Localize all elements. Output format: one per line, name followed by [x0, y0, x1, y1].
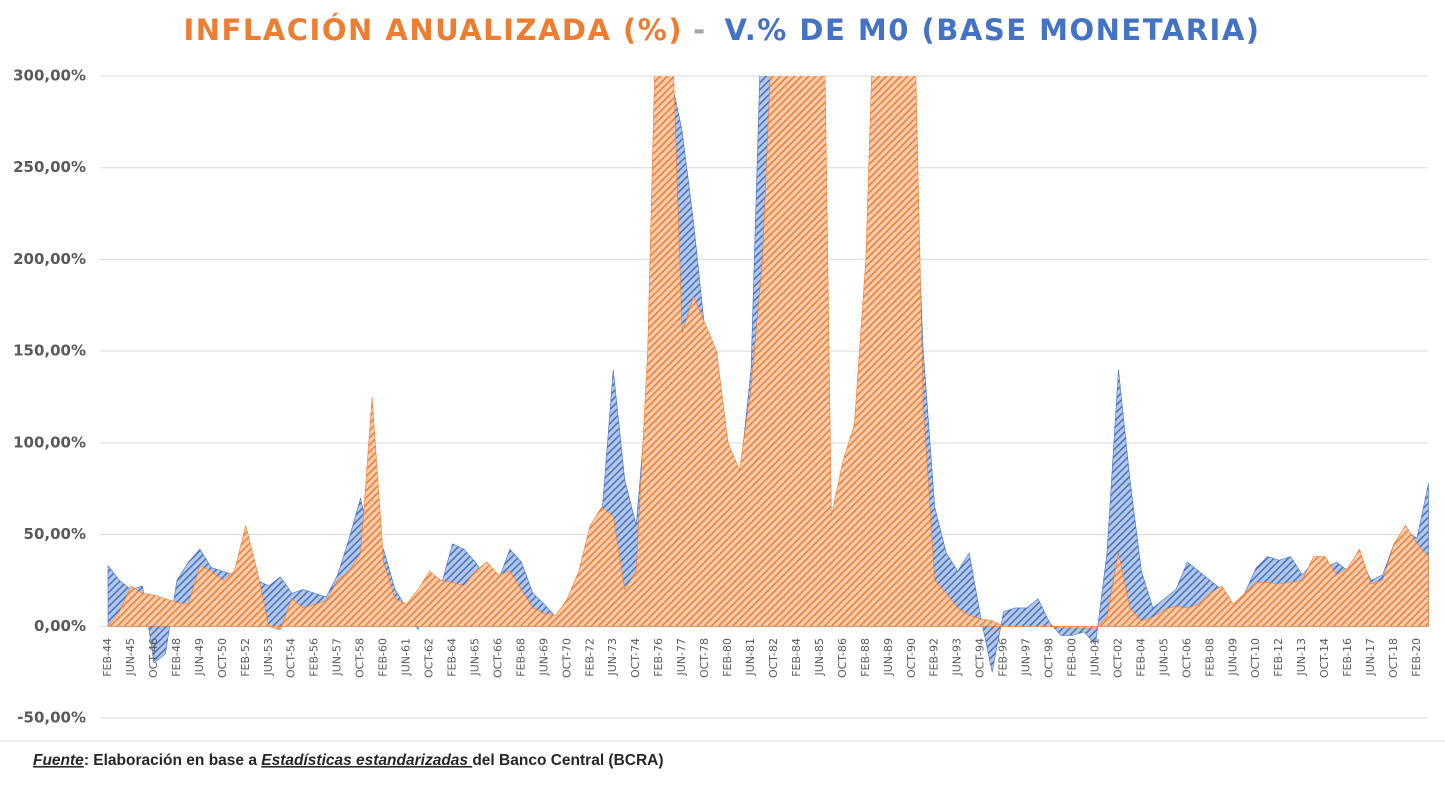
x-tick-label: FEB-96: [997, 638, 1010, 677]
title-part: V.% DE M0 (BASE MONETARIA): [725, 13, 1261, 47]
y-tick-label: 50,00%: [24, 525, 86, 543]
x-tick-label: FEB-72: [583, 638, 596, 677]
x-tick-label: JUN-65: [468, 638, 481, 677]
x-tick-label: JUN-77: [675, 638, 688, 677]
x-tick-label: FEB-88: [859, 638, 872, 677]
y-tick-label: 100,00%: [13, 433, 86, 451]
x-tick-label: OCT-66: [491, 638, 504, 678]
x-tick-label: JUN-69: [537, 638, 550, 677]
x-tick-label: FEB-84: [790, 638, 803, 677]
x-tick-label: OCT-94: [974, 638, 987, 678]
x-tick-label: FEB-56: [308, 638, 321, 677]
x-tick-label: OCT-86: [836, 638, 849, 678]
source-link: Estadísticas estandarizadas: [261, 752, 472, 769]
x-tick-label: JUN-09: [1226, 638, 1239, 677]
x-tick-label: OCT-18: [1387, 638, 1400, 678]
source-text: del Banco Central (BCRA): [472, 752, 663, 769]
x-tick-label: OCT-90: [905, 638, 918, 678]
source-text: : Elaboración en base a: [84, 752, 261, 769]
x-tick-label: FEB-44: [101, 638, 114, 677]
x-tick-label: FEB-76: [652, 638, 665, 677]
x-tick-label: OCT-74: [629, 638, 642, 678]
x-tick-label: JUN-57: [331, 638, 344, 677]
x-tick-label: JUN-45: [124, 638, 137, 677]
x-tick-label: OCT-62: [423, 638, 436, 678]
x-tick-label: JUN-13: [1295, 638, 1308, 677]
y-tick-label: 300,00%: [13, 67, 86, 85]
x-tick-label: JUN-73: [606, 638, 619, 677]
x-tick-label: OCT-02: [1111, 638, 1124, 678]
x-tick-label: JUN-81: [744, 638, 757, 677]
x-tick-label: JUN-05: [1157, 638, 1170, 677]
source-label: Fuente: [33, 752, 84, 769]
x-tick-label: FEB-20: [1410, 638, 1423, 677]
x-tick-label: FEB-12: [1272, 638, 1285, 677]
x-tick-label: JUN-17: [1364, 638, 1377, 677]
chart-title: INFLACIÓN ANUALIZADA (%) - V.% DE M0 (BASE…: [183, 13, 1260, 47]
x-tick-label: OCT-78: [698, 638, 711, 678]
x-tick-label: OCT-50: [216, 638, 229, 678]
y-tick-label: 250,00%: [13, 158, 86, 176]
x-tick-label: OCT-10: [1249, 638, 1262, 678]
x-tick-label: JUN-89: [882, 638, 895, 677]
area: [107, 76, 1429, 631]
title-part: INFLACIÓN ANUALIZADA (%): [183, 13, 683, 47]
x-tick-label: OCT-46: [147, 638, 160, 678]
x-tick-label: OCT-70: [560, 638, 573, 678]
x-tick-label: FEB-04: [1134, 638, 1147, 677]
x-tick-label: FEB-64: [445, 638, 458, 677]
y-tick-label: 150,00%: [13, 342, 86, 360]
x-tick-label: FEB-68: [514, 638, 527, 677]
x-tick-label: JUN-49: [193, 638, 206, 677]
x-tick-label: OCT-82: [767, 638, 780, 678]
x-tick-label: OCT-06: [1180, 638, 1193, 678]
x-tick-label: FEB-48: [170, 638, 183, 677]
x-tick-label: JUN-97: [1020, 638, 1033, 677]
x-tick-label: JUN-93: [951, 638, 964, 677]
x-tick-label: FEB-80: [721, 638, 734, 677]
y-tick-label: -50,00%: [17, 709, 86, 727]
title-separator: -: [693, 13, 704, 47]
plot-area: [107, 76, 1429, 673]
x-tick-label: OCT-98: [1043, 638, 1056, 678]
x-tick-label: FEB-00: [1066, 638, 1079, 677]
x-tick-label: JUN-53: [262, 638, 275, 677]
x-tick-label: JUN-85: [813, 638, 826, 677]
x-tick-label: JUN-01: [1088, 638, 1101, 677]
x-tick-label: OCT-58: [354, 638, 367, 678]
x-tick-label: FEB-92: [928, 638, 941, 677]
x-tick-label: FEB-08: [1203, 638, 1216, 677]
y-tick-label: 0,00%: [34, 617, 86, 635]
x-tick-label: JUN-61: [400, 638, 413, 677]
x-tick-label: FEB-52: [239, 638, 252, 677]
x-tick-label: OCT-14: [1318, 638, 1331, 678]
x-tick-label: OCT-54: [285, 638, 298, 678]
x-tick-label: FEB-60: [377, 638, 390, 677]
x-tick-label: FEB-16: [1341, 638, 1354, 677]
y-tick-label: 200,00%: [13, 250, 86, 268]
source-note: Fuente: Elaboración en base a Estadístic…: [33, 752, 664, 769]
